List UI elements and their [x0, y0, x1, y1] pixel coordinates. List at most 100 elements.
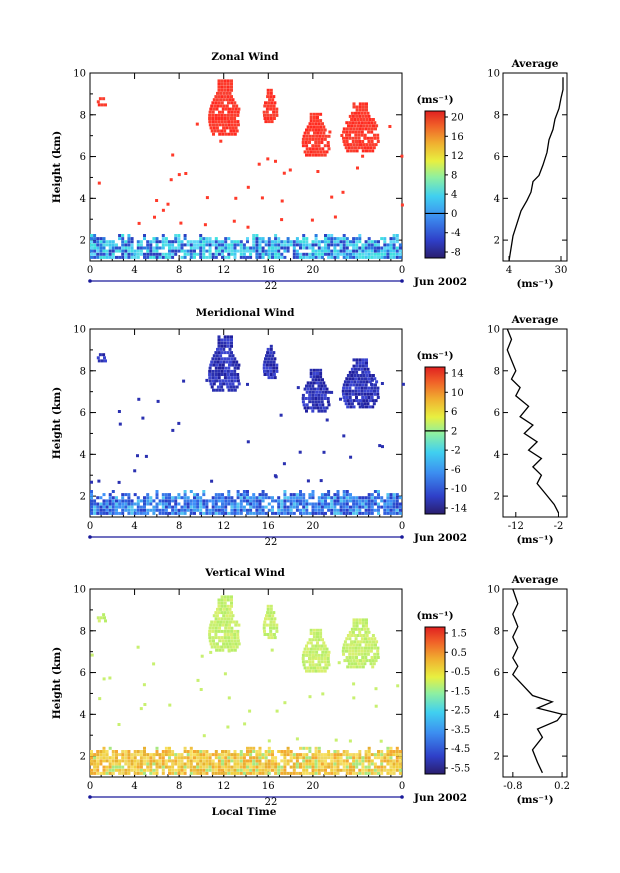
heatmap-cell [342, 434, 346, 438]
heatmap-cell [189, 756, 193, 760]
heatmap-cell [369, 649, 373, 653]
heatmap-cell [271, 511, 274, 515]
heatmap-cell [130, 499, 134, 503]
heatmap-cell [239, 756, 243, 760]
heatmap-cell [299, 255, 302, 259]
heatmap-cell [270, 376, 274, 380]
heatmap-cell [319, 125, 323, 129]
heatmap-cell [232, 620, 236, 624]
heatmap-cell [327, 134, 331, 138]
heatmap-cell [242, 499, 246, 503]
heatmap-cell [365, 124, 369, 128]
heatmap-cell [205, 771, 209, 775]
heatmap-cell [90, 237, 93, 241]
heatmap-cell [186, 762, 190, 766]
heatmap-cell [364, 386, 367, 390]
heatmap-cell [386, 249, 390, 253]
heatmap-cell [255, 252, 259, 256]
heatmap-cell [108, 756, 112, 760]
heatmap-cell [249, 750, 253, 753]
heatmap-cell [218, 366, 221, 370]
heatmap-cell [386, 243, 390, 247]
heatmap-cell [373, 499, 377, 503]
heatmap-cell [222, 607, 226, 611]
heatmap-cell [149, 249, 153, 253]
heatmap-cell [193, 243, 196, 247]
heatmap-cell [283, 493, 287, 497]
heatmap-cell [365, 102, 368, 106]
heatmap-cell [357, 662, 361, 666]
heatmap-cell [221, 768, 224, 772]
colorbar-tick-label: -0.5 [451, 667, 470, 678]
heatmap-cell [292, 240, 296, 244]
heatmap-cell [264, 765, 268, 769]
heatmap-cell [186, 252, 190, 256]
heatmap-cell [365, 399, 369, 403]
heatmap-cell [314, 750, 318, 753]
heatmap-cell [155, 771, 159, 775]
heatmap-cell [271, 243, 274, 247]
heatmap-cell [93, 234, 97, 237]
heatmap-cell [308, 771, 312, 775]
heatmap-cell [149, 771, 153, 775]
heatmap-cell [270, 357, 274, 361]
heatmap-cell [283, 756, 287, 760]
heatmap-cell [349, 143, 353, 147]
heatmap-cell [164, 511, 168, 515]
heatmap-cell [158, 762, 162, 766]
heatmap-cell [267, 246, 271, 250]
x-tick-label: 4 [131, 265, 137, 276]
plot-frame [89, 328, 403, 518]
heatmap-cell [398, 768, 402, 772]
heatmap-cell [301, 141, 305, 144]
heatmap-cell [249, 768, 253, 772]
heatmap-cell [317, 153, 321, 157]
heatmap-cell [233, 639, 237, 643]
heatmap-cell [168, 499, 171, 503]
heatmap-cell [295, 502, 299, 506]
heatmap-cell [315, 390, 319, 394]
heatmap-cell [180, 768, 184, 772]
heatmap-cell [221, 756, 224, 760]
heatmap-cell [295, 771, 299, 775]
heatmap-cell [342, 130, 346, 134]
heatmap-cell [342, 762, 346, 766]
heatmap-cell [272, 110, 276, 114]
heatmap-cell [102, 249, 106, 253]
heatmap-cell [171, 759, 175, 763]
heatmap-cell [230, 496, 234, 500]
heatmap-cell [208, 759, 212, 763]
heatmap-cell [377, 240, 380, 244]
heatmap-cell [239, 765, 243, 769]
heatmap-cell [161, 771, 165, 775]
heatmap-cell [364, 765, 368, 769]
heatmap-cell [193, 768, 196, 772]
heatmap-cell [262, 110, 266, 114]
heatmap-cell [99, 255, 103, 259]
heatmap-cell [239, 753, 243, 757]
heatmap-cell [255, 768, 259, 772]
heatmap-cell [255, 505, 259, 509]
heatmap-cell [136, 759, 140, 763]
heatmap-cell [233, 508, 237, 512]
heatmap-cell [258, 771, 262, 775]
heatmap-cell [225, 382, 229, 386]
heatmap-cell [108, 255, 112, 259]
heatmap-cell [364, 656, 368, 659]
heatmap-cell [299, 490, 302, 493]
heatmap-cell [342, 392, 345, 396]
heatmap-cell [105, 249, 109, 253]
heatmap-cell [97, 619, 101, 623]
heatmap-cell [220, 636, 224, 640]
heatmap-cell [274, 234, 278, 237]
heatmap-cell [252, 768, 256, 772]
heatmap-cell [211, 243, 215, 247]
heatmap-cell [383, 753, 387, 757]
heatmap-cell [108, 493, 112, 497]
heatmap-cell [342, 499, 346, 503]
heatmap-cell [314, 669, 318, 673]
heatmap-cell [221, 246, 224, 250]
heatmap-cell [111, 768, 115, 772]
heatmap-cell [127, 511, 131, 515]
heatmap-cell [345, 389, 348, 393]
